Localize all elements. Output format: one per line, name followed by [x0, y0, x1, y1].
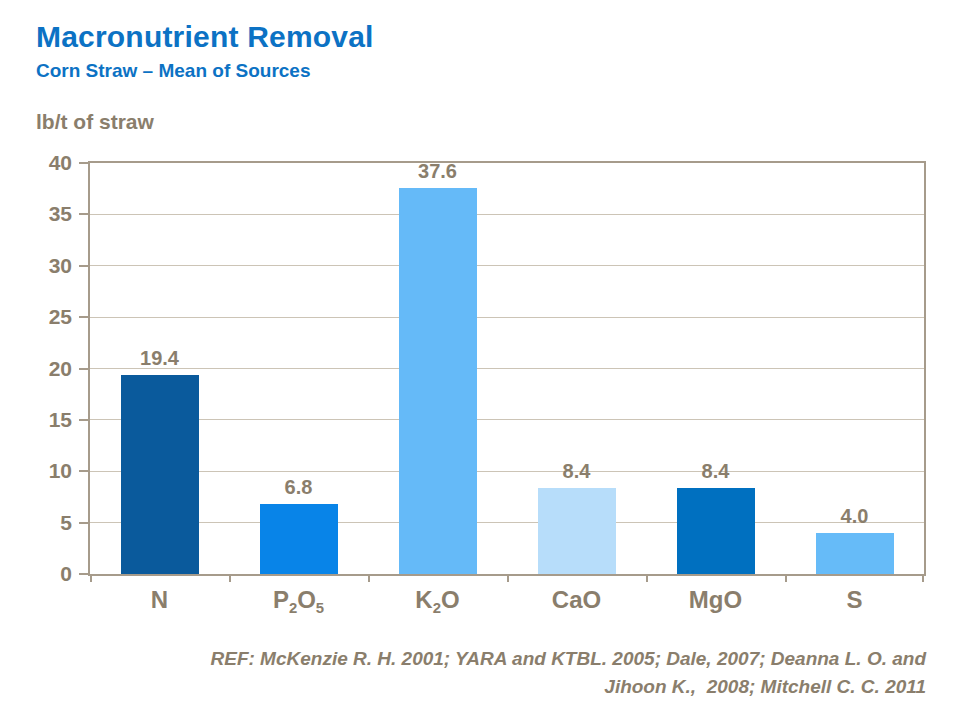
x-axis-label-N: N [151, 586, 168, 614]
bar-K2O [399, 188, 477, 574]
bar-N [121, 375, 199, 574]
x-axis-label-S: S [846, 586, 862, 614]
page-subtitle: Corn Straw – Mean of Sources [36, 60, 311, 82]
x-label-text: CaO [552, 586, 601, 613]
x-tick-mark-2 [368, 574, 370, 582]
gridline-25 [90, 317, 924, 318]
gridline-35 [90, 214, 924, 215]
y-tick-mark-20 [79, 368, 88, 370]
x-label-subscript: 5 [316, 600, 324, 616]
y-tick-label-25: 25 [24, 305, 72, 329]
y-tick-label-5: 5 [24, 511, 72, 535]
bar-CaO [538, 488, 616, 574]
y-tick-mark-40 [79, 162, 88, 164]
y-axis-unit-label: lb/t of straw [36, 110, 154, 134]
bar-value-label-MgO: 8.4 [702, 460, 730, 483]
y-tick-label-15: 15 [24, 408, 72, 432]
x-label-text: K [415, 586, 432, 613]
x-label-text: N [151, 586, 168, 613]
x-label-subscript: 2 [433, 600, 441, 616]
x-axis-label-P2O5: P2O5 [273, 586, 324, 614]
x-tick-mark-5 [785, 574, 787, 582]
x-label-text: S [846, 586, 862, 613]
x-label-subscript: 2 [289, 600, 297, 616]
x-axis-label-MgO: MgO [689, 586, 742, 614]
y-tick-label-20: 20 [24, 357, 72, 381]
y-tick-mark-35 [79, 213, 88, 215]
x-label-text: O [441, 586, 460, 613]
plot-inner: 051015202530354019.4N6.8P2O537.6K2O8.4Ca… [90, 163, 924, 574]
x-label-text: P [273, 586, 289, 613]
plot-area: 051015202530354019.4N6.8P2O537.6K2O8.4Ca… [88, 161, 926, 576]
bar-value-label-N: 19.4 [140, 347, 179, 370]
y-tick-mark-25 [79, 316, 88, 318]
y-tick-mark-15 [79, 419, 88, 421]
reference-line-2: Jihoon K., 2008; Mitchell C. C. 2011 [96, 673, 926, 701]
bar-P2O5 [260, 504, 338, 574]
y-tick-label-0: 0 [24, 562, 72, 586]
x-tick-mark-6 [922, 574, 924, 582]
x-tick-mark-4 [646, 574, 648, 582]
bar-S [816, 533, 894, 574]
y-tick-label-10: 10 [24, 459, 72, 483]
gridline-15 [90, 419, 924, 420]
gridline-10 [90, 471, 924, 472]
gridline-20 [90, 368, 924, 369]
slide: Macronutrient Removal Corn Straw – Mean … [0, 0, 960, 720]
x-axis-label-CaO: CaO [552, 586, 601, 614]
y-tick-mark-0 [79, 573, 88, 575]
bar-value-label-S: 4.0 [841, 505, 869, 528]
gridline-30 [90, 265, 924, 266]
bar-value-label-CaO: 8.4 [563, 460, 591, 483]
x-tick-mark-0 [90, 574, 92, 582]
x-label-text: O [297, 586, 316, 613]
x-tick-mark-1 [229, 574, 231, 582]
x-label-text: MgO [689, 586, 742, 613]
page-title: Macronutrient Removal [36, 20, 374, 54]
reference-line-1: REF: McKenzie R. H. 2001; YARA and KTBL.… [96, 645, 926, 673]
y-tick-mark-10 [79, 470, 88, 472]
x-tick-mark-3 [507, 574, 509, 582]
y-tick-mark-30 [79, 265, 88, 267]
reference-text: REF: McKenzie R. H. 2001; YARA and KTBL.… [96, 645, 926, 701]
y-tick-mark-5 [79, 522, 88, 524]
y-tick-label-40: 40 [24, 151, 72, 175]
bar-value-label-P2O5: 6.8 [285, 476, 313, 499]
bar-MgO [677, 488, 755, 574]
x-axis-label-K2O: K2O [415, 586, 459, 614]
y-tick-label-35: 35 [24, 202, 72, 226]
y-tick-label-30: 30 [24, 254, 72, 278]
bar-value-label-K2O: 37.6 [418, 160, 457, 183]
gridline-5 [90, 522, 924, 523]
